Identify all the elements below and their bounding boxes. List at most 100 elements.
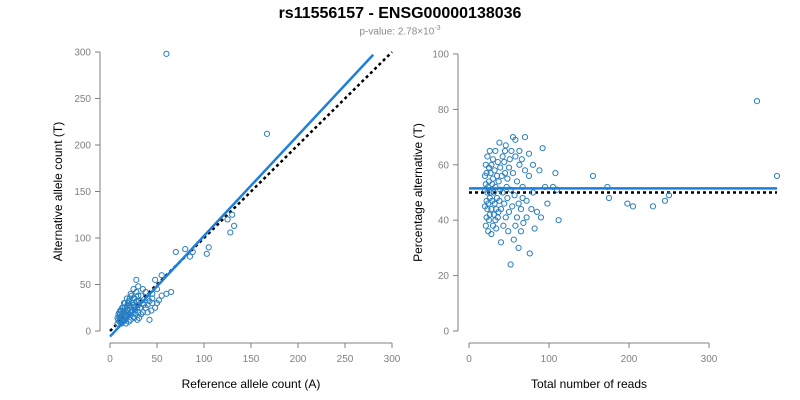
- data-point: [502, 142, 509, 149]
- data-point: [511, 192, 518, 199]
- data-point: [510, 236, 517, 243]
- y-tick-label: 100: [74, 234, 91, 245]
- data-point: [115, 311, 122, 318]
- data-point: [133, 276, 140, 283]
- data-point: [528, 206, 535, 213]
- data-point: [515, 244, 522, 251]
- y-tick-label: 250: [74, 94, 91, 105]
- x-tick-label: 0: [107, 354, 113, 365]
- data-point: [203, 250, 210, 257]
- x-tick-label: 200: [290, 354, 307, 365]
- y-tick-label: 150: [74, 187, 91, 198]
- data-point: [525, 172, 533, 179]
- data-point: [497, 239, 505, 246]
- data-point: [492, 147, 499, 155]
- data-point: [500, 222, 507, 229]
- data-point: [182, 246, 189, 253]
- data-point: [499, 153, 506, 160]
- fit-line: [109, 53, 375, 338]
- data-point: [488, 206, 495, 213]
- data-point: [263, 130, 271, 137]
- data-point: [516, 147, 523, 155]
- data-point: [629, 203, 637, 210]
- x-tick-label: 300: [701, 354, 718, 365]
- data-point: [172, 248, 179, 256]
- data-point: [552, 170, 559, 177]
- data-point: [523, 197, 530, 204]
- data-point: [125, 298, 132, 305]
- data-point: [485, 228, 492, 235]
- data-point: [493, 172, 501, 179]
- data-point: [513, 214, 521, 221]
- data-point: [516, 161, 523, 168]
- data-point: [624, 200, 631, 207]
- data-point: [230, 222, 238, 230]
- p-value-exponent: -3: [434, 25, 441, 32]
- data-point: [489, 222, 497, 229]
- data-point: [521, 134, 529, 141]
- data-point: [490, 189, 497, 196]
- data-point: [482, 222, 489, 229]
- x-tick-label: 0: [466, 354, 472, 365]
- data-point: [146, 316, 153, 323]
- data-point: [130, 286, 137, 293]
- y-tick-label: 0: [85, 327, 91, 338]
- data-point: [205, 244, 212, 251]
- y-tick-label: 60: [438, 160, 450, 171]
- data-point: [139, 286, 146, 293]
- data-point: [504, 194, 511, 202]
- data-point: [508, 147, 515, 155]
- data-point: [515, 200, 522, 207]
- data-point: [484, 153, 491, 160]
- data-point: [494, 158, 501, 166]
- data-point: [526, 250, 533, 257]
- data-point: [512, 222, 519, 229]
- data-point: [605, 194, 613, 202]
- y-tick-label: 0: [443, 327, 449, 338]
- data-point: [489, 156, 497, 163]
- data-point: [649, 203, 657, 210]
- data-point: [139, 309, 146, 316]
- data-point: [505, 228, 512, 235]
- p-value-text: p-value: 2.78×10: [359, 26, 435, 38]
- y-tick-label: 300: [74, 48, 91, 59]
- x-tick-label: 100: [196, 354, 213, 365]
- data-point: [486, 147, 493, 155]
- y-tick-label: 80: [438, 105, 450, 116]
- data-point: [536, 167, 543, 174]
- data-point: [509, 170, 517, 177]
- data-point: [529, 161, 537, 168]
- data-point: [493, 194, 501, 202]
- data-point: [483, 197, 490, 204]
- data-point: [482, 161, 489, 168]
- data-point: [537, 214, 545, 221]
- chart-title: rs11556157 - ENSG00000138036: [278, 5, 522, 22]
- x-tick-label: 200: [621, 354, 638, 365]
- data-point: [513, 178, 521, 185]
- data-point: [555, 217, 562, 224]
- data-point: [506, 156, 513, 163]
- data-point: [753, 97, 761, 105]
- data-point: [163, 290, 170, 297]
- data-point: [227, 229, 234, 236]
- data-point: [495, 208, 502, 215]
- data-point: [661, 197, 669, 204]
- y-tick-label: 200: [74, 141, 91, 152]
- data-point: [114, 320, 121, 327]
- data-point: [481, 203, 489, 210]
- data-point: [129, 300, 136, 307]
- x-tick-label: 300: [384, 354, 401, 365]
- y-axis-title: Alternative allele count (T): [51, 122, 65, 261]
- x-tick-label: 150: [243, 354, 260, 365]
- data-point: [517, 228, 525, 235]
- data-point: [229, 211, 236, 218]
- data-point: [501, 158, 508, 166]
- data-point: [135, 283, 142, 290]
- data-point: [492, 217, 499, 224]
- data-point: [505, 164, 513, 171]
- data-point: [665, 192, 673, 199]
- data-point: [152, 276, 159, 283]
- data-point: [518, 156, 525, 163]
- data-point: [509, 203, 516, 210]
